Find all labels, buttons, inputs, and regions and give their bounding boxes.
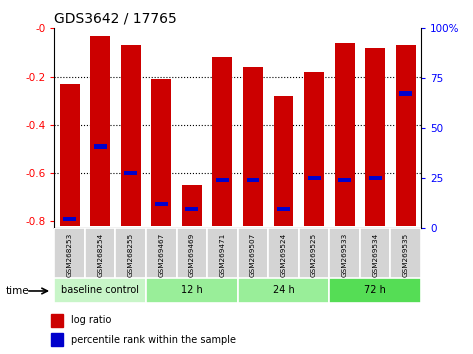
Bar [268,228,299,278]
Bar [155,202,168,206]
Bar [85,228,115,278]
Bar [115,228,146,278]
Bar [90,35,110,226]
Bar [237,228,268,278]
Bar [329,228,360,278]
Bar [94,144,107,149]
Bar [365,47,385,226]
Bar [176,228,207,278]
Bar [151,79,171,226]
Bar [396,45,416,226]
Bar [51,333,62,346]
Bar [307,176,321,180]
Text: GSM269467: GSM269467 [158,232,164,276]
Bar [185,207,198,211]
Bar [273,96,293,226]
Text: GDS3642 / 17765: GDS3642 / 17765 [54,12,177,26]
Text: GSM268253: GSM268253 [67,232,73,276]
Text: GSM269534: GSM269534 [372,232,378,276]
Text: GSM269533: GSM269533 [342,232,348,276]
Bar [338,178,351,182]
Bar [63,217,76,221]
Bar [329,278,421,303]
Text: GSM269525: GSM269525 [311,232,317,276]
Bar [216,178,229,182]
Bar [182,185,202,226]
Bar [51,314,62,327]
Bar [299,228,329,278]
Text: GSM269469: GSM269469 [189,232,195,276]
Bar [146,228,176,278]
Text: GSM269524: GSM269524 [280,232,287,276]
Text: GSM269535: GSM269535 [403,232,409,276]
Bar [368,176,382,180]
Bar [246,178,259,182]
Bar [146,278,237,303]
Bar [390,228,421,278]
Bar [54,228,85,278]
Bar [237,278,329,303]
Bar [124,171,137,175]
Bar [243,67,263,226]
Bar [207,228,237,278]
Text: log ratio: log ratio [70,315,111,325]
Text: GSM268254: GSM268254 [97,232,103,276]
Text: 12 h: 12 h [181,285,203,295]
Text: baseline control: baseline control [61,285,139,295]
Text: time: time [6,286,30,296]
Text: GSM269471: GSM269471 [219,232,226,276]
Bar [304,72,324,226]
Text: GSM268255: GSM268255 [128,232,134,276]
Bar [60,84,79,226]
Text: 72 h: 72 h [364,285,386,295]
Bar [212,57,232,226]
Bar [121,45,140,226]
Bar [399,91,412,96]
Text: GSM269507: GSM269507 [250,232,256,276]
Bar [54,278,146,303]
Bar [360,228,390,278]
Bar [335,43,355,226]
Text: percentile rank within the sample: percentile rank within the sample [70,335,236,345]
Text: 24 h: 24 h [272,285,294,295]
Bar [277,207,290,211]
